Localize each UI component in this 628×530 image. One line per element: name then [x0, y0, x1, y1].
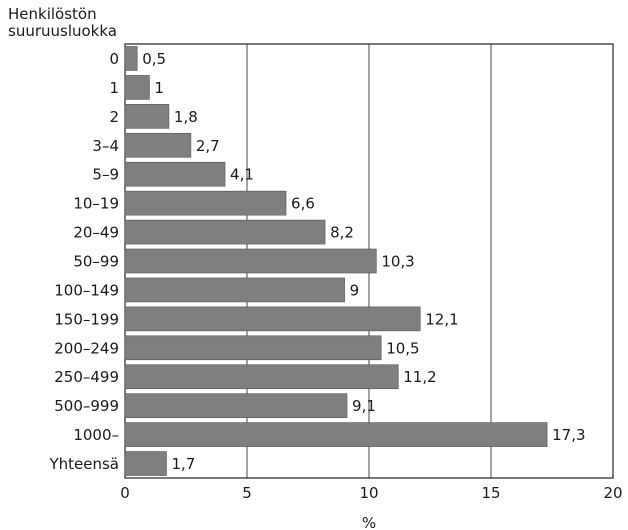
category-label: 20–49 [73, 224, 119, 242]
value-label: 6,6 [291, 195, 315, 213]
value-label: 17,3 [552, 426, 585, 444]
category-label: 1000– [73, 426, 119, 444]
value-label: 9,1 [352, 397, 376, 415]
category-label: 150–199 [54, 310, 119, 328]
bar [124, 248, 377, 274]
bar [124, 104, 170, 129]
category-label: 10–19 [73, 195, 119, 213]
value-label: 9 [350, 281, 360, 299]
bar [124, 451, 167, 476]
value-label: 10,3 [381, 253, 414, 271]
bar [124, 219, 326, 245]
category-label: 1 [109, 79, 119, 97]
category-label: 100–149 [54, 281, 119, 299]
value-label: 1 [154, 79, 164, 97]
y-axis-title-line-2: suuruusluokka [8, 22, 117, 40]
x-axis-title: % [362, 514, 376, 530]
category-label: 500–999 [54, 397, 119, 415]
value-label: 10,5 [386, 339, 419, 357]
value-label: 11,2 [403, 368, 436, 386]
category-label: 3–4 [92, 137, 119, 155]
x-tick-label: 5 [242, 484, 252, 502]
category-label: 250–499 [54, 368, 119, 386]
category-label: 50–99 [73, 253, 119, 271]
bar [124, 306, 421, 332]
value-label: 1,8 [174, 108, 198, 126]
category-label: 200–249 [54, 339, 119, 357]
x-tick-label: 15 [481, 484, 500, 502]
bar [124, 335, 382, 361]
value-label: 8,2 [330, 224, 354, 242]
category-label: 0 [109, 50, 119, 68]
value-label: 12,1 [425, 310, 458, 328]
category-label: Yhteensä [48, 455, 119, 473]
bar [124, 277, 345, 303]
value-label: 2,7 [196, 137, 220, 155]
bar [124, 393, 348, 418]
x-tick-label: 20 [603, 484, 622, 502]
bar [124, 422, 548, 447]
bar [124, 161, 226, 187]
value-label: 1,7 [171, 455, 195, 473]
bar [124, 46, 138, 71]
category-label: 5–9 [92, 166, 119, 184]
value-label: 0,5 [142, 50, 166, 68]
bar [124, 190, 287, 216]
bar [124, 75, 150, 100]
x-tick-label: 0 [120, 484, 130, 502]
y-axis-title-line-1: Henkilöstön [8, 5, 97, 23]
value-label: 4,1 [230, 166, 254, 184]
category-label: 2 [109, 108, 119, 126]
bar [124, 364, 399, 390]
x-tick-label: 10 [359, 484, 378, 502]
bar [124, 132, 192, 158]
